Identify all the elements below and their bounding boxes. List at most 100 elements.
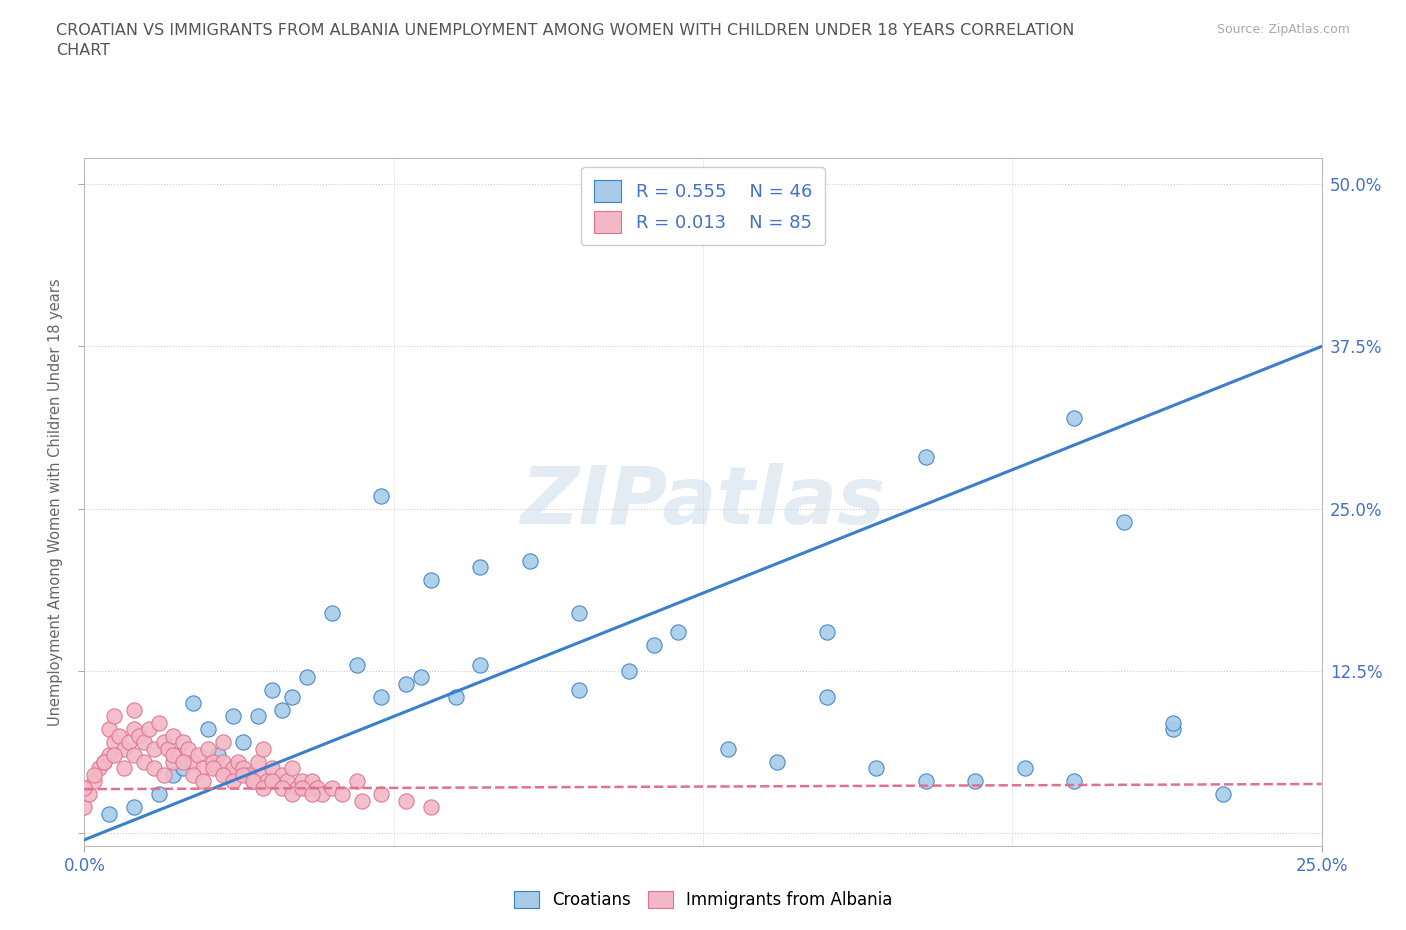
Point [1161,722,1184,737]
Point [409,670,432,684]
Point [295,780,318,795]
Point [419,573,441,588]
Point [207,748,229,763]
Text: ZIPatlas: ZIPatlas [520,463,886,541]
Point [291,774,314,789]
Point [271,767,294,782]
Point [350,793,373,808]
Point [93,754,115,769]
Point [98,806,121,821]
Point [222,761,245,776]
Point [212,735,235,750]
Point [83,767,105,782]
Point [103,748,125,763]
Point [617,664,640,679]
Point [256,774,278,789]
Point [152,735,174,750]
Point [89,761,111,776]
Point [222,709,245,724]
Point [1212,787,1234,802]
Point [285,780,308,795]
Point [568,605,591,620]
Point [643,638,665,653]
Point [98,722,121,737]
Point [181,696,204,711]
Point [242,774,264,789]
Point [191,761,214,776]
Point [112,741,135,756]
Point [167,748,190,763]
Point [262,761,284,776]
Point [232,735,254,750]
Text: Source: ZipAtlas.com: Source: ZipAtlas.com [1216,23,1350,36]
Point [162,728,184,743]
Point [305,780,328,795]
Point [236,767,259,782]
Point [128,728,150,743]
Point [98,748,121,763]
Y-axis label: Unemployment Among Women with Children Under 18 years: Unemployment Among Women with Children U… [48,278,63,726]
Point [197,722,219,737]
Point [202,761,225,776]
Point [73,780,96,795]
Point [252,741,274,756]
Point [122,702,145,717]
Point [266,774,288,789]
Point [172,754,194,769]
Point [281,689,304,704]
Point [177,741,200,756]
Point [1014,761,1036,776]
Point [395,793,418,808]
Point [122,722,145,737]
Point [330,787,353,802]
Point [766,754,789,769]
Point [212,754,235,769]
Point [172,735,194,750]
Point [370,488,392,503]
Point [395,676,418,691]
Point [717,741,740,756]
Point [568,683,591,698]
Point [276,774,298,789]
Point [242,774,264,789]
Point [132,754,155,769]
Point [815,625,838,640]
Point [311,787,333,802]
Point [197,741,219,756]
Point [865,761,887,776]
Point [346,774,368,789]
Point [291,780,314,795]
Point [162,748,184,763]
Point [470,658,492,672]
Point [148,787,170,802]
Point [301,774,323,789]
Point [73,800,96,815]
Point [252,780,274,795]
Point [148,715,170,730]
Point [281,761,304,776]
Point [370,689,392,704]
Point [83,774,105,789]
Point [226,754,249,769]
Point [271,780,294,795]
Point [271,702,294,717]
Point [262,683,284,698]
Point [301,787,323,802]
Point [108,728,131,743]
Point [321,605,343,620]
Point [1161,715,1184,730]
Point [202,754,225,769]
Text: CROATIAN VS IMMIGRANTS FROM ALBANIA UNEMPLOYMENT AMONG WOMEN WITH CHILDREN UNDER: CROATIAN VS IMMIGRANTS FROM ALBANIA UNEM… [56,23,1074,58]
Point [914,449,936,464]
Point [191,774,214,789]
Point [262,774,284,789]
Point [112,761,135,776]
Point [232,761,254,776]
Legend: Croatians, Immigrants from Albania: Croatians, Immigrants from Albania [505,883,901,917]
Point [122,800,145,815]
Point [246,709,269,724]
Point [162,754,184,769]
Point [222,774,245,789]
Point [246,754,269,769]
Point [181,754,204,769]
